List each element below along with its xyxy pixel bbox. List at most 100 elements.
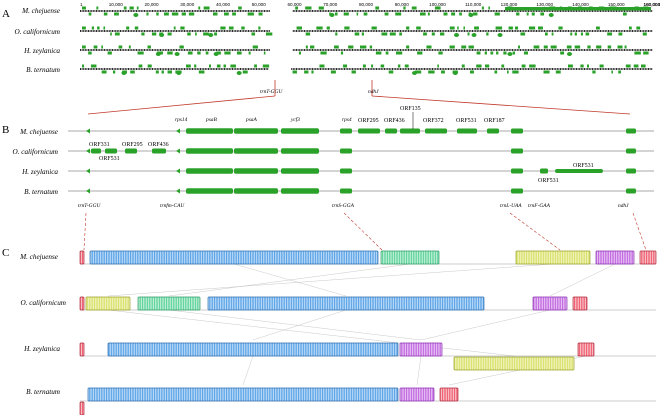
chromosome-segment [312,10,313,12]
chromosome-segment [380,10,382,12]
chromosome-segment [441,49,443,51]
chromosome-segment [473,49,475,51]
chromosome-segment [332,10,334,12]
orf-block [385,128,397,134]
gene-block [340,128,352,134]
chromosome-segment [380,49,382,51]
chromosome-segment [540,68,542,70]
chromosome-segment [481,68,483,70]
chromosome-segment [635,10,637,12]
chromosome-segment [91,68,93,70]
chromosome-segment [339,10,341,12]
gene-block [340,188,352,194]
chromosome-segment [432,49,433,51]
gene-block [236,51,242,55]
gene-block [481,6,484,10]
chromosome-segment [459,68,461,70]
chromosome-segment [190,68,192,70]
chromosome-segment [115,30,117,32]
orf-label: ORF372 [423,118,444,124]
lcb-block-blue [107,342,399,357]
chromosome-segment [635,68,637,70]
chromosome-segment [217,30,219,32]
chromosome-segment [198,49,200,51]
chromosome-segment [640,30,641,32]
chromosome-segment [222,68,224,70]
chromosome-segment [364,30,366,32]
gene-block [316,26,323,30]
chromosome-segment [371,10,373,12]
chromosome-segment [188,30,190,32]
chromosome-segment [320,30,321,32]
chromosome-segment [505,30,507,32]
chromosome-segment [188,10,190,12]
chromosome-segment [358,49,360,51]
chromosome-segment [164,30,166,32]
gene-block [254,64,257,68]
chromosome-segment [115,10,117,12]
chromosome-segment [222,49,224,51]
chromosome-segment [353,68,355,70]
gene-block [566,45,572,49]
chromosome-segment [409,68,411,70]
chromosome-segment [606,49,608,51]
chromosome-segment [611,30,613,32]
chromosome-segment [624,68,625,70]
chromosome-segment [188,49,190,51]
chromosome-segment [265,49,267,51]
chromosome-segment [384,10,385,12]
gene-block [403,6,406,10]
chromosome-segment [459,49,461,51]
chromosome-segment [148,49,150,51]
chromosome-segment [425,68,427,70]
chromosome-segment [310,68,312,70]
chromosome-segment [371,49,373,51]
chromosome-segment [412,49,414,51]
chromosome-segment [465,30,467,32]
chromosome-segment [252,30,254,32]
chromosome-segment [449,68,451,70]
chromosome-segment [366,30,368,32]
chromosome-segment [644,30,646,32]
chromosome-segment [240,30,241,32]
chromosome-segment [145,49,147,51]
chromosome-segment [86,30,88,32]
chromosome-segment [108,49,110,51]
gene-block [467,32,470,36]
gene-block [544,32,548,36]
gene-block [505,7,651,11]
chromosome-segment [470,10,472,12]
chromosome-segment [203,49,205,51]
chromosome-segment [614,30,616,32]
chromosome-segment [83,68,85,70]
chromosome-segment [201,49,203,51]
chromosome-segment [424,10,425,12]
gene-block [101,45,103,49]
chromosome-segment [625,68,627,70]
lcb-block-red [639,250,657,265]
chromosome-segment [366,10,368,12]
gene-block [203,6,210,10]
chromosome-segment [451,49,453,51]
chromosome-segment [182,49,184,51]
chromosome-segment [296,30,297,32]
chromosome-segment [81,49,83,51]
gene-block [112,70,116,74]
orf-block [400,128,420,134]
gene-block [82,45,86,49]
chromosome-segment [225,30,227,32]
chromosome-segment [227,68,229,70]
chromosome-segment [492,49,494,51]
chromosome-segment [544,30,545,32]
chromosome-segment [260,49,262,51]
chromosome-segment [550,68,552,70]
chromosome-segment [308,49,310,51]
chromosome-segment [145,68,147,70]
chromosome-segment [580,49,582,51]
gene-block [384,12,389,16]
chromosome-segment [193,49,195,51]
chromosome-segment [216,49,217,51]
chromosome-segment [468,30,470,32]
gene-block [625,64,631,68]
chromosome-segment [428,68,430,70]
